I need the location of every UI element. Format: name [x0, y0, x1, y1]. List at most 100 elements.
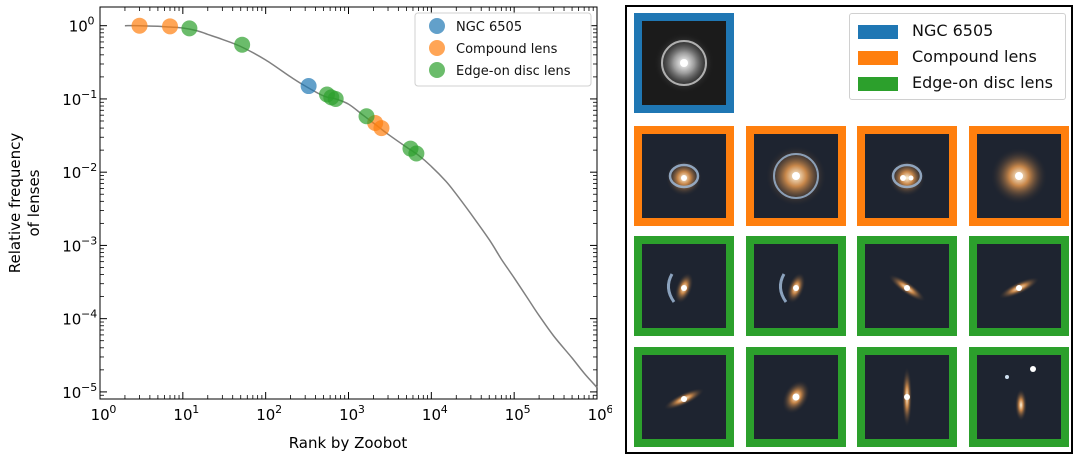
- x-tick-label-4: 10 4: [422, 403, 448, 424]
- x-axis-ticks: 10 0 10 1 10 2 10 3 10 4 10 5 10 6: [91, 7, 612, 424]
- y-axis-label-line-1: Relative frequency: [6, 133, 24, 274]
- point-edge-on-disc-lens-5: [358, 108, 375, 125]
- lens-thumbnail-edge-on-disc-lens-2-2: [857, 236, 957, 336]
- lens-image: [642, 244, 726, 328]
- x-tick-label-3: 10 3: [339, 403, 365, 424]
- x-tick-label-2-exp: 2: [275, 403, 282, 416]
- lens-thumbnail-compound-lens-1-1: [746, 126, 846, 226]
- y-tick-label-0-base: 10: [69, 18, 88, 36]
- lens-image: [754, 244, 838, 328]
- lens-thumbnail-edge-on-disc-lens-3-2: [857, 347, 957, 447]
- x-tick-label-3-base: 10: [339, 406, 358, 424]
- y-tick-label-5-base: 10: [62, 384, 81, 402]
- gallery-legend-entry-ngc6505: NGC 6505: [858, 20, 1063, 44]
- y-tick-label-2-exp: −2: [81, 161, 97, 174]
- x-tick-label-2-base: 10: [256, 406, 275, 424]
- x-tick-label-4-base: 10: [422, 406, 441, 424]
- x-tick-label-1-exp: 1: [192, 403, 199, 416]
- lens-image: [642, 134, 726, 218]
- lens-thumbnail-edge-on-disc-lens-3-3: [969, 347, 1069, 447]
- lens-image: [754, 355, 838, 439]
- y-tick-label-3-base: 10: [62, 237, 81, 255]
- lens-thumbnail-edge-on-disc-lens-3-0: [634, 347, 734, 447]
- x-tick-label-6-base: 10: [588, 406, 607, 424]
- legend-marker-ngc6505: [429, 18, 445, 34]
- lens-thumbnail-compound-lens-1-3: [969, 126, 1069, 226]
- x-tick-label-1: 10 1: [173, 403, 199, 424]
- gallery-legend-swatch-edge-on: [858, 77, 898, 91]
- point-edge-on-disc-lens-0: [181, 20, 198, 37]
- y-tick-label-5-exp: −5: [81, 381, 97, 394]
- plot-legend-box: [414, 12, 592, 87]
- point-ngc-6505-0: [300, 78, 317, 95]
- y-tick-label-4-base: 10: [62, 311, 81, 329]
- y-tick-label-0-exp: 0: [88, 15, 95, 28]
- lens-image: [865, 134, 949, 218]
- lens-image: [977, 134, 1061, 218]
- x-tick-label-5: 10 5: [505, 403, 531, 424]
- lens-thumbnail-edge-on-disc-lens-2-3: [969, 236, 1069, 336]
- legend-label-edge-on: Edge-on disc lens: [456, 64, 571, 79]
- lens-thumbnail-edge-on-disc-lens-2-1: [746, 236, 846, 336]
- point-compound-lens-3: [373, 120, 390, 137]
- y-tick-label-2: 10 −2: [62, 161, 97, 182]
- gallery-legend-label-ngc6505: NGC 6505: [912, 21, 994, 40]
- lens-image: [865, 355, 949, 439]
- legend-label-ngc6505: NGC 6505: [456, 20, 522, 35]
- y-tick-label-1: 10 −1: [62, 88, 97, 109]
- legend-marker-edge-on: [429, 62, 445, 78]
- point-edge-on-disc-lens-7: [408, 145, 425, 162]
- lens-image: [754, 134, 838, 218]
- x-tick-label-0-exp: 0: [109, 403, 116, 416]
- y-tick-label-3-exp: −3: [81, 234, 97, 247]
- x-tick-label-5-exp: 5: [524, 403, 531, 416]
- lens-thumbnail-compound-lens-1-0: [634, 126, 734, 226]
- point-edge-on-disc-lens-4: [327, 90, 344, 107]
- point-edge-on-disc-lens-1: [234, 36, 251, 53]
- gallery-legend-swatch-compound: [858, 51, 898, 65]
- y-tick-label-5: 10 −5: [62, 381, 97, 402]
- lens-image: [977, 355, 1061, 439]
- legend-marker-compound: [429, 40, 445, 56]
- lens-thumbnail-edge-on-disc-lens-2-0: [634, 236, 734, 336]
- lens-image: [977, 244, 1061, 328]
- y-tick-label-1-exp: −1: [81, 88, 97, 101]
- legend-label-compound: Compound lens: [456, 42, 558, 57]
- x-tick-label-1-base: 10: [173, 406, 192, 424]
- y-tick-label-3: 10 −3: [62, 234, 97, 255]
- lens-image: [642, 355, 726, 439]
- y-tick-label-2-base: 10: [62, 164, 81, 182]
- points-layer: [131, 17, 425, 162]
- plot-legend: NGC 6505 Compound lens Edge-on disc lens: [414, 12, 592, 87]
- x-tick-label-0: 10 0: [91, 403, 117, 424]
- x-tick-label-0-base: 10: [91, 406, 110, 424]
- lens-thumbnail-edge-on-disc-lens-3-1: [746, 347, 846, 447]
- lens-thumbnail-compound-lens-1-2: [857, 126, 957, 226]
- x-axis-label: Rank by Zoobot: [289, 434, 408, 452]
- lens-image: [865, 244, 949, 328]
- gallery-legend-label-edge-on: Edge-on disc lens: [912, 73, 1053, 92]
- x-tick-label-6: 10 6: [588, 403, 612, 424]
- point-compound-lens-0: [131, 17, 148, 34]
- x-tick-label-6-exp: 6: [606, 403, 612, 416]
- gallery-legend: NGC 6505 Compound lens Edge-on disc lens: [849, 13, 1066, 100]
- x-tick-label-2: 10 2: [256, 403, 282, 424]
- x-tick-label-3-exp: 3: [358, 403, 365, 416]
- lens-gallery: NGC 6505 Compound lens Edge-on disc lens: [625, 5, 1073, 454]
- y-tick-label-0: 10 0: [69, 15, 95, 36]
- y-axis-label-line-2: of lenses: [25, 169, 43, 236]
- lens-image: [642, 21, 726, 105]
- gallery-legend-entry-edge-on: Edge-on disc lens: [858, 72, 1063, 96]
- lens-thumbnail-ngc-6505-0-0: [634, 13, 734, 113]
- x-tick-label-4-exp: 4: [441, 403, 448, 416]
- y-tick-label-4: 10 −4: [62, 308, 97, 329]
- point-compound-lens-1: [162, 18, 179, 35]
- gallery-legend-swatch-ngc6505: [858, 25, 898, 39]
- y-tick-label-1-base: 10: [62, 91, 81, 109]
- x-tick-label-5-base: 10: [505, 406, 524, 424]
- gallery-legend-entry-compound: Compound lens: [858, 46, 1063, 70]
- y-tick-label-4-exp: −4: [81, 308, 97, 321]
- gallery-legend-label-compound: Compound lens: [912, 47, 1037, 66]
